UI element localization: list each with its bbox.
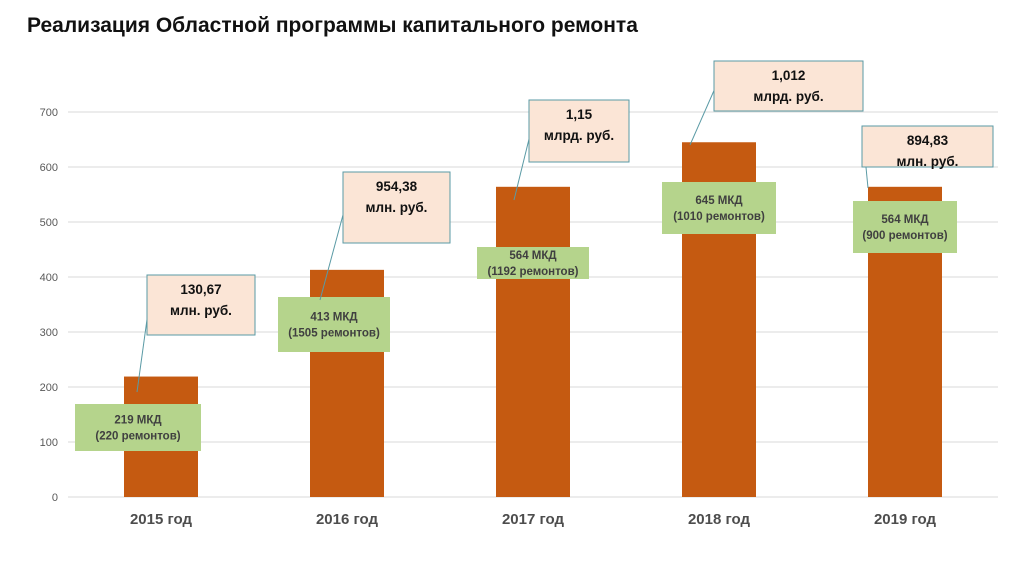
callout-text: млрд. руб. — [544, 128, 614, 143]
callout-text: 1,15 — [566, 107, 593, 122]
callout-leader-line — [513, 130, 532, 201]
data-label-text: 219 МКД — [114, 415, 161, 427]
callout-text: 130,67 — [180, 282, 221, 297]
data-label-text: 564 МКД — [509, 250, 556, 262]
y-tick-label: 300 — [40, 327, 58, 339]
data-label-text: 413 МКД — [310, 312, 357, 324]
y-tick-label: 400 — [40, 272, 58, 284]
y-axis-ticks: 0 100 200 300 400 500 600 700 — [40, 107, 58, 504]
callout-leader-line — [319, 207, 346, 301]
x-category-label: 2015 год — [130, 511, 193, 528]
x-category-label: 2018 год — [688, 511, 751, 528]
callout-text: млн. руб. — [366, 200, 428, 215]
chart-title: Реализация Областной программы капитальн… — [27, 14, 638, 37]
data-label-box — [75, 404, 201, 451]
data-label-text: 564 МКД — [881, 214, 928, 226]
data-label-box — [662, 182, 776, 234]
bar — [496, 186, 570, 498]
data-label-box — [853, 201, 957, 253]
callout-box — [713, 60, 864, 112]
data-label-text: (900 ремонтов) — [862, 230, 947, 242]
callout-box — [528, 99, 630, 163]
data-label-box — [477, 247, 589, 279]
data-label-text: (1192 ремонтов) — [488, 266, 579, 278]
callout-text: 954,38 — [376, 179, 418, 194]
data-label-text: (1505 ремонтов) — [288, 328, 380, 340]
callout-text: 894,83 — [907, 133, 949, 148]
y-tick-label: 700 — [40, 107, 58, 119]
callout-leader-line — [689, 85, 717, 146]
x-category-label: 2017 год — [502, 511, 565, 528]
data-label-text: 645 МКД — [695, 195, 742, 207]
callout-box — [861, 125, 994, 168]
data-label-text: (220 ремонтов) — [95, 431, 180, 443]
y-tick-label: 600 — [40, 162, 58, 174]
y-tick-label: 500 — [40, 217, 58, 229]
callout-text: млн. руб. — [170, 303, 232, 318]
callout-box — [342, 171, 451, 244]
x-category-label: 2019 год — [874, 511, 937, 528]
callout-text: млн. руб. — [897, 154, 959, 169]
y-tick-label: 200 — [40, 382, 58, 394]
callout-box — [146, 274, 256, 336]
data-labels: 219 МКД (220 ремонтов) 413 МКД (1505 ремонт… — [75, 182, 957, 451]
data-label-text: (1010 ремонтов) — [673, 211, 765, 223]
x-axis-categories: 2015 год 2016 год 2017 год 2018 год 2019 год — [130, 511, 937, 528]
cost-callouts: 130,67 млн. руб. 954,38 млн. руб. 1,15 млрд. … — [136, 60, 994, 393]
callout-text: 1,012 — [772, 68, 806, 83]
x-category-label: 2016 год — [316, 511, 379, 528]
data-label-box — [278, 297, 390, 352]
y-tick-label: 100 — [40, 437, 58, 449]
callout-text: млрд. руб. — [753, 89, 823, 104]
y-tick-label: 0 — [52, 492, 58, 504]
